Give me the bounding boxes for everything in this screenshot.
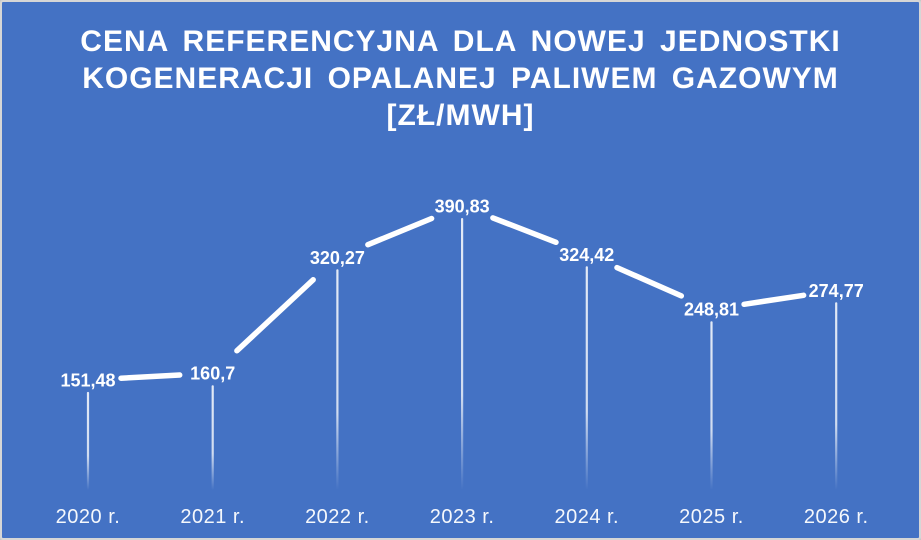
- chart-title-line-1: CENA REFERENCYJNA DLA NOWEJ JEDNOSTKI: [80, 25, 841, 58]
- line-segments-group: [118, 215, 807, 381]
- x-axis-label: 2024 r.: [554, 506, 619, 528]
- drop-line: [835, 302, 838, 490]
- x-axis-label: 2022 r.: [305, 506, 370, 528]
- data-label: 390,83: [435, 197, 490, 217]
- data-label: 160,7: [190, 364, 235, 384]
- line-segment: [614, 264, 685, 299]
- data-label: 151,48: [60, 370, 115, 390]
- data-label: 274,77: [809, 281, 864, 301]
- data-labels-group: 151,48 160,7 320,27 390,83 324,42 248,81 274,7…: [60, 197, 863, 391]
- chart-title-line-2: KOGENERACJI OPALANEJ PALIWEM GAZOWYM: [82, 62, 839, 95]
- line-segment: [741, 292, 807, 308]
- drop-line: [336, 269, 339, 490]
- drop-lines-group: [86, 218, 838, 490]
- line-segment: [365, 215, 435, 248]
- line-segment: [118, 372, 183, 381]
- chart-title: CENA REFERENCYJNA DLA NOWEJ JEDNOSTKI KO…: [2, 23, 919, 134]
- chart-title-line-3: [ZŁ/MWH]: [386, 99, 535, 132]
- data-label: 248,81: [684, 300, 739, 320]
- data-label: 320,27: [310, 248, 365, 268]
- x-axis-label: 2023 r.: [430, 506, 495, 528]
- x-axis-label: 2025 r.: [679, 506, 744, 528]
- x-axis-labels-group: 2020 r. 2021 r. 2022 r. 2023 r. 2024 r. 2025 …: [56, 506, 869, 528]
- x-axis-label: 2020 r.: [56, 506, 121, 528]
- drop-line: [461, 218, 464, 490]
- data-label: 324,42: [559, 245, 614, 265]
- x-axis-label: 2026 r.: [804, 506, 869, 528]
- line-segment: [490, 215, 559, 246]
- line-segment: [234, 276, 316, 354]
- drop-line: [585, 266, 588, 490]
- drop-line: [86, 391, 90, 490]
- drop-line: [211, 385, 214, 490]
- drop-line: [710, 321, 713, 490]
- x-axis-label: 2021 r.: [180, 506, 245, 528]
